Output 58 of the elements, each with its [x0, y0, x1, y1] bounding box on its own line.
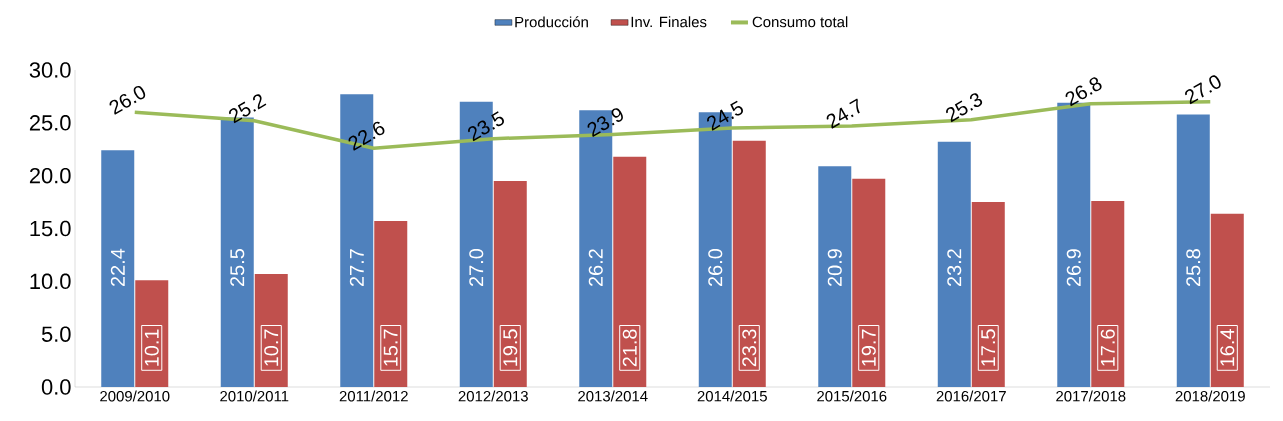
data-label: 17.5 — [981, 329, 996, 366]
data-label: 26.0 — [109, 85, 146, 115]
bar — [101, 150, 135, 387]
data-label: 24.7 — [826, 98, 860, 129]
data-label: 22.4 — [110, 248, 125, 286]
data-label: 21.8 — [622, 329, 637, 367]
data-label: 23.3 — [742, 329, 757, 367]
data-label: 22.6 — [348, 121, 385, 151]
data-label: 15.7 — [383, 329, 398, 366]
y-tick-label: 15.0 — [30, 220, 71, 237]
y-tick-label: 5.0 — [41, 326, 71, 342]
data-label: 19.5 — [503, 329, 518, 366]
x-tick-label: 2014/2015 — [697, 390, 767, 402]
bar — [852, 178, 886, 387]
data-label: 26.9 — [1066, 249, 1081, 286]
data-label: 25.5 — [230, 249, 245, 286]
data-label: 25.3 — [946, 93, 983, 123]
bar — [937, 141, 971, 387]
legend-label: Producción — [515, 16, 588, 28]
data-label: 10.1 — [144, 329, 159, 366]
y-tick-label: 0.0 — [41, 379, 71, 395]
data-label: 25.2 — [229, 94, 267, 124]
data-label: 26.2 — [588, 249, 603, 286]
x-tick-label: 2012/2013 — [458, 390, 528, 402]
y-tick-label: 20.0 — [29, 167, 71, 184]
x-tick-label: 2011/2012 — [339, 390, 408, 402]
data-label: 23.9 — [587, 108, 623, 137]
x-tick-label: 2018/2019 — [1175, 390, 1245, 402]
bar — [1176, 114, 1210, 387]
data-label: 16.4 — [1220, 329, 1235, 366]
data-label: 23.5 — [468, 111, 504, 142]
data-label: 23.2 — [947, 249, 962, 286]
bar — [493, 180, 527, 387]
bar — [613, 156, 647, 387]
y-tick-label: 25.0 — [29, 115, 71, 131]
x-tick-label: 2017/2018 — [1056, 390, 1126, 402]
x-tick-label: 2009/2010 — [100, 390, 170, 402]
y-tick-label: 10.0 — [30, 273, 71, 290]
bar — [818, 166, 852, 387]
data-label: 27.7 — [349, 249, 364, 286]
x-tick-label: 2013/2014 — [578, 390, 648, 402]
data-label: 27.0 — [1185, 75, 1221, 105]
legend-label: Inv. Finales — [631, 16, 707, 28]
data-label: 20.9 — [827, 249, 842, 286]
x-tick-label: 2016/2017 — [936, 390, 1006, 402]
x-tick-label: 2010/2011 — [220, 390, 289, 402]
data-label: 26.0 — [708, 248, 723, 286]
bar — [732, 140, 766, 387]
data-label: 19.7 — [861, 329, 876, 366]
data-label: 24.5 — [707, 100, 743, 131]
data-label: 10.7 — [264, 329, 279, 366]
x-tick-label: 2015/2016 — [817, 390, 887, 402]
data-label: 26.8 — [1065, 77, 1102, 107]
legend-label: Consumo total — [752, 16, 848, 28]
y-tick-label: 30.0 — [29, 62, 71, 78]
data-label: 27.0 — [469, 248, 484, 286]
data-label: 17.6 — [1100, 329, 1115, 366]
data-label: 25.8 — [1186, 249, 1201, 286]
